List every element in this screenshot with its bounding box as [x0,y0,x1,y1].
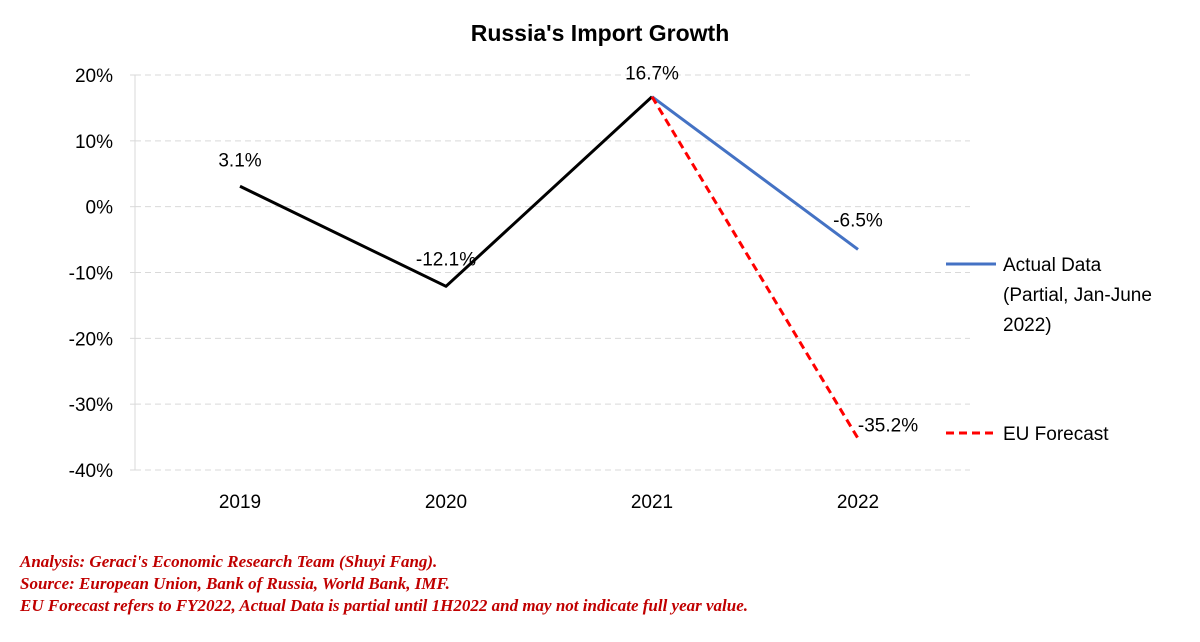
y-tick-label: -40% [69,461,113,482]
y-tick-label: 0% [86,198,114,219]
note-source: Source: European Union, Bank of Russia, … [20,574,450,593]
legend-label: (Partial, Jan-June [1003,285,1152,306]
chart-title: Russia's Import Growth [471,20,730,46]
data-label: -12.1% [416,249,476,270]
y-tick-label: -10% [69,264,113,285]
data-label: -35.2% [858,415,918,436]
note-disclaimer: EU Forecast refers to FY2022, Actual Dat… [20,596,749,615]
note-analysis: Analysis: Geraci's Economic Research Tea… [20,552,438,571]
data-labels: 3.1% -12.1% 16.7% -6.5% -35.2% [218,64,918,437]
series-lines [239,95,860,440]
series-line [239,95,654,288]
y-tick-label: 10% [75,132,113,153]
y-tick-label: 20% [75,66,113,87]
legend-label: EU Forecast [1003,424,1109,445]
data-label: -6.5% [833,210,883,231]
y-tick-label: -30% [69,395,113,416]
x-tick-label: 2019 [219,492,261,513]
y-tick-label: -20% [69,329,113,350]
legend-label: Actual Data [1003,255,1102,276]
x-axis-ticks: 2019 2020 2021 2022 [219,492,879,513]
data-label: 16.7% [625,64,679,85]
footnotes: Analysis: Geraci's Economic Research Tea… [20,551,1180,617]
legend: Actual Data (Partial, Jan-June 2022) EU For… [946,255,1152,445]
legend-label: 2022) [1003,315,1052,336]
gridlines [135,74,970,471]
y-axis-ticks: 20% 10% 0% -10% -20% -30% -40% [69,66,135,482]
data-label: 3.1% [218,150,261,171]
series-line [651,95,859,251]
series-line [650,95,860,440]
x-tick-label: 2022 [837,492,879,513]
x-tick-label: 2020 [425,492,467,513]
x-tick-label: 2021 [631,492,673,513]
